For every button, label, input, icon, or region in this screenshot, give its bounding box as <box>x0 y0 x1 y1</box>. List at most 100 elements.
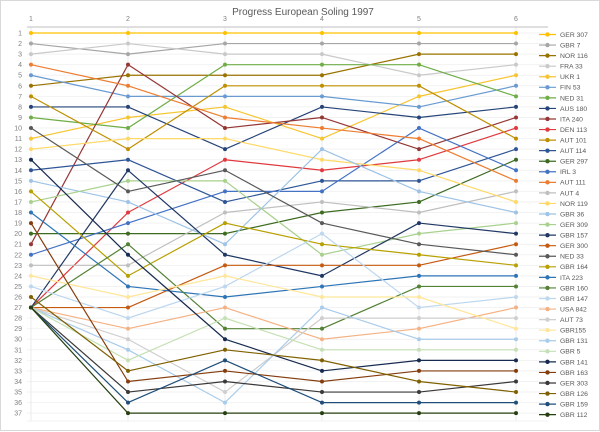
data-point-marker <box>126 368 130 373</box>
legend-item-label: FIN 53 <box>560 85 581 92</box>
legend-item-label: GER 309 <box>560 222 588 229</box>
y-axis-tick-label: 34 <box>14 379 22 386</box>
y-axis-tick-label: 23 <box>14 263 22 270</box>
series-line <box>30 64 517 129</box>
data-point-marker <box>514 31 518 35</box>
data-point-marker <box>514 390 518 395</box>
y-axis-tick-label: 7 <box>18 94 22 101</box>
data-point-marker <box>126 400 130 405</box>
series-line <box>30 275 517 330</box>
data-point-marker <box>417 157 421 162</box>
data-point-marker <box>320 368 324 373</box>
legend-item: GBR 157 <box>539 233 588 240</box>
x-axis-tick-label: 4 <box>320 16 324 23</box>
legend-item: USA 842 <box>539 306 587 313</box>
y-axis-tick-label: 10 <box>14 126 22 133</box>
data-point-marker <box>29 52 33 57</box>
data-point-marker <box>126 337 130 342</box>
series-fra-33 <box>29 41 518 78</box>
data-point-marker <box>320 411 324 416</box>
legend-item-label: GER 307 <box>560 32 588 39</box>
data-point-marker <box>417 326 421 331</box>
legend-item-label: GBR 5 <box>560 349 581 356</box>
legend-item: GBR 112 <box>539 412 588 419</box>
data-point-marker <box>223 210 227 215</box>
data-point-marker <box>417 295 421 299</box>
data-point-marker <box>417 41 421 46</box>
legend-item: UKR 1 <box>539 74 580 81</box>
legend-dot-icon <box>545 222 550 227</box>
legend-dot-icon <box>545 32 550 37</box>
series-gbr-157 <box>29 168 518 310</box>
data-point-marker <box>126 104 130 109</box>
data-point-marker <box>223 368 227 373</box>
legend-dot-icon <box>545 349 550 354</box>
legend-item: GER 300 <box>539 243 588 250</box>
x-axis-tick-label: 5 <box>417 16 421 23</box>
series-ned-31 <box>29 62 518 131</box>
data-point-marker <box>417 189 421 194</box>
data-point-marker <box>320 73 324 78</box>
data-point-marker <box>320 210 324 215</box>
legend-item: AUT 101 <box>539 138 587 145</box>
legend-item: GER 297 <box>539 159 588 166</box>
legend-dot-icon <box>545 391 550 396</box>
data-point-marker <box>514 316 518 321</box>
y-axis-tick-label: 27 <box>14 305 22 312</box>
data-point-marker <box>126 305 130 310</box>
x-axis-tick-label: 6 <box>514 16 518 23</box>
data-point-marker <box>29 242 33 247</box>
legend-dot-icon <box>545 306 550 312</box>
data-point-marker <box>514 178 518 183</box>
legend-item-label: GBR 131 <box>560 338 588 345</box>
data-point-marker <box>223 400 227 405</box>
data-point-marker <box>514 126 518 131</box>
data-point-marker <box>514 273 518 278</box>
legend-item: AUT 114 <box>539 148 586 155</box>
data-point-marker <box>320 83 324 88</box>
data-point-marker <box>320 115 324 120</box>
legend-dot-icon <box>545 412 550 417</box>
y-axis-tick-label: 31 <box>14 347 22 354</box>
data-point-marker <box>320 284 324 289</box>
series-nor-116 <box>29 52 518 88</box>
data-point-marker <box>514 347 518 352</box>
data-point-marker <box>320 295 324 299</box>
series-ita-223 <box>29 210 518 299</box>
series-line <box>31 106 517 150</box>
data-point-marker <box>223 263 227 268</box>
legend-item: GBR 5 <box>539 349 581 356</box>
data-point-marker <box>417 242 421 247</box>
data-point-marker <box>223 41 227 46</box>
y-axis-tick-label: 32 <box>14 358 22 365</box>
series-aus-180 <box>29 104 518 152</box>
y-axis-tick-label: 17 <box>14 199 22 206</box>
series-line <box>30 307 516 404</box>
series-line <box>30 233 517 319</box>
data-point-marker <box>320 221 324 226</box>
data-point-marker <box>126 358 130 363</box>
data-point-marker <box>514 189 518 194</box>
series-line <box>30 138 517 203</box>
legend-dot-icon <box>545 190 550 196</box>
data-point-marker <box>514 73 518 78</box>
data-point-marker <box>417 73 421 78</box>
data-point-marker <box>320 199 324 204</box>
legend-item: FIN 53 <box>539 85 581 92</box>
series-line <box>30 42 517 76</box>
data-point-marker <box>223 31 227 35</box>
data-point-marker <box>126 263 130 268</box>
legend-item-label: GBR 164 <box>560 264 588 271</box>
legend-item: GBR 164 <box>539 264 588 271</box>
data-point-marker <box>320 126 324 131</box>
legend-dot-icon <box>545 148 550 153</box>
legend-item: FRA 33 <box>539 64 583 71</box>
y-axis-tick-label: 22 <box>14 252 22 259</box>
legend-item: GBR 36 <box>539 211 584 218</box>
legend-dot-icon <box>545 42 550 48</box>
data-point-marker <box>126 178 130 183</box>
data-point-marker <box>514 41 518 46</box>
data-point-marker <box>514 94 518 99</box>
data-point-marker <box>29 273 33 278</box>
data-point-marker <box>514 104 518 109</box>
